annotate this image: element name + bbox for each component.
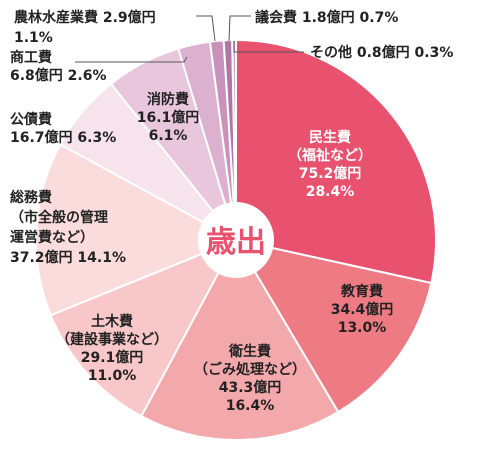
slice-label-line: 11.0%	[88, 368, 137, 384]
slice-label-line: 43.3億円	[219, 379, 282, 396]
center-label: 歳出	[206, 225, 266, 260]
slice-label-line: 農林水産業費 2.9億円	[14, 9, 156, 26]
slice-label-line: （市全般の管理	[10, 209, 108, 226]
slice-label-line: 6.8億円 2.6%	[10, 67, 107, 84]
slice-labels: 民生費（福祉など） 75.2億円 28.4% 教育費 34.4億円 13.0% 衛生費（ごみ…	[10, 9, 453, 414]
slice-label-line: 16.7億円 6.3%	[10, 129, 116, 146]
slice-label-line: 16.1億円	[137, 109, 200, 126]
pie-slices	[34, 38, 437, 441]
slice-label-line: 衛生費	[228, 343, 271, 360]
pie-slice	[235, 38, 437, 285]
slice-label: 民生費（福祉など） 75.2億円 28.4%	[288, 129, 372, 200]
slice-label-line: 13.0%	[338, 320, 387, 336]
slice-label: 総務費 （市全般の管理運営費など） 37.2億円 14.1%	[10, 189, 126, 266]
slice-label: 土木費（建設事業など） 29.1億円 11.0%	[56, 313, 168, 384]
slice-label-line: 総務費	[10, 189, 52, 206]
slice-label-line: 商工費	[10, 49, 52, 66]
leader-lines	[75, 15, 304, 63]
leader-line	[228, 15, 251, 42]
slice-label-line: （建設事業など）	[56, 331, 168, 348]
slice-label-line: 34.4億円	[331, 301, 394, 318]
slice-label-line: 議会費 1.8億円 0.7%	[255, 9, 398, 26]
slice-label: 農林水産業費 2.9億円 1.1%	[14, 9, 156, 46]
slice-label-line: 運営費など）	[10, 229, 94, 246]
slice-label-line: 教育費	[341, 283, 383, 300]
pie-slice	[34, 142, 239, 317]
leader-line	[75, 56, 188, 63]
slice-label-line: 29.1億円	[81, 349, 144, 366]
slice-label-line: （ごみ処理など）	[194, 361, 306, 378]
pie-slice	[231, 38, 237, 241]
slice-label-line: 土木費	[91, 313, 133, 330]
slice-label-line: 37.2億円 14.1%	[10, 249, 126, 266]
slice-label-line: 民生費	[309, 129, 351, 146]
leader-line	[233, 41, 304, 53]
slice-label: 消防費 16.1億円 6.1%	[137, 91, 200, 144]
slice-label-line: 16.4%	[226, 398, 275, 414]
slice-label-line: 75.2億円	[299, 165, 362, 182]
center-circle	[198, 202, 274, 278]
slice-label-line: 公債費	[10, 111, 52, 128]
slice-label: 公債費 16.7億円 6.3%	[10, 111, 116, 146]
slice-label: 教育費 34.4億円 13.0%	[331, 283, 394, 336]
slice-label-line: 消防費	[147, 91, 189, 108]
slice-label: その他 0.8億円 0.3%	[310, 44, 453, 61]
pie-slice	[139, 237, 340, 441]
slice-label: 商工費 6.8億円 2.6%	[10, 49, 107, 84]
pie-slice	[233, 238, 433, 414]
slice-label-line: 6.1%	[149, 128, 188, 144]
slice-label-line: 28.4%	[306, 184, 355, 200]
slice-label-line: その他 0.8億円 0.3%	[310, 44, 453, 61]
slice-label: 議会費 1.8億円 0.7%	[255, 9, 398, 26]
slice-label: 衛生費（ごみ処理など） 43.3億円 16.4%	[194, 343, 306, 414]
slice-label-line: 1.1%	[14, 30, 53, 46]
leader-line	[196, 15, 216, 42]
pie-slice	[49, 238, 239, 418]
slice-label-line: （福祉など）	[288, 147, 372, 164]
